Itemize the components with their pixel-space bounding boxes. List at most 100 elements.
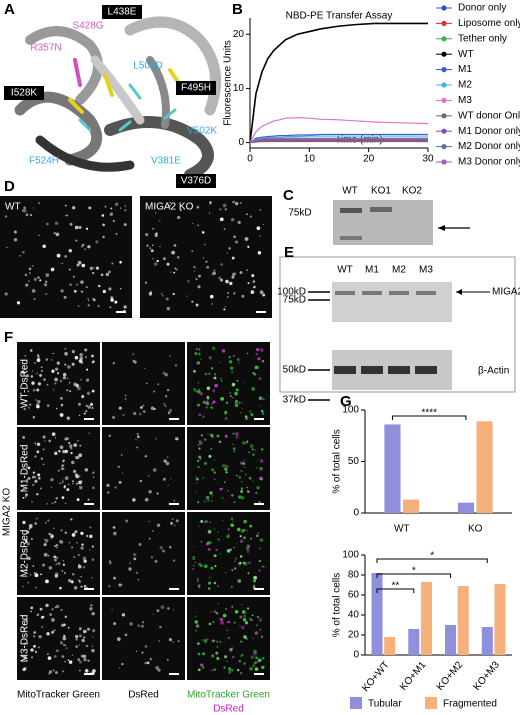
speckle xyxy=(166,456,169,459)
speckle xyxy=(22,208,27,213)
speckle xyxy=(118,480,122,484)
speckle xyxy=(222,519,224,522)
speckle xyxy=(63,634,66,638)
speckle xyxy=(174,364,178,367)
speckle xyxy=(63,571,66,574)
speckle xyxy=(198,562,202,566)
speckle xyxy=(68,579,72,583)
speckle xyxy=(144,661,147,665)
speckle xyxy=(40,457,44,460)
speckle xyxy=(70,447,73,450)
speckle xyxy=(64,502,67,505)
speckle xyxy=(69,283,72,286)
y-tick-label: 60 xyxy=(348,590,360,601)
speckle xyxy=(55,562,58,566)
speckle xyxy=(259,209,262,211)
speckle xyxy=(198,348,201,351)
speckle xyxy=(236,380,239,382)
speckle xyxy=(177,215,181,220)
residue-label: L438E xyxy=(108,7,137,18)
speckle xyxy=(228,360,233,364)
speckle xyxy=(155,666,160,670)
speckle xyxy=(166,262,170,266)
speckle xyxy=(29,272,31,274)
band-label: β-Actin xyxy=(478,366,509,377)
speckle xyxy=(77,402,81,406)
speckle xyxy=(150,249,154,253)
speckle xyxy=(245,213,248,216)
speckle xyxy=(22,520,26,525)
bar xyxy=(384,637,396,655)
speckle xyxy=(212,620,215,624)
speckle xyxy=(217,585,219,588)
speckle xyxy=(112,220,115,222)
legend-marker xyxy=(441,67,447,73)
speckle xyxy=(23,642,27,645)
speckle xyxy=(235,201,239,206)
speckle xyxy=(59,413,64,417)
speckle xyxy=(172,292,175,296)
speckle xyxy=(232,200,235,204)
speckle xyxy=(226,621,228,624)
speckle xyxy=(214,383,218,388)
speckle xyxy=(84,348,88,352)
speckle xyxy=(235,474,238,477)
speckle xyxy=(199,358,202,360)
speckle xyxy=(191,250,194,253)
speckle xyxy=(197,403,200,407)
speckle xyxy=(150,556,154,559)
panel-letter: A xyxy=(4,1,15,18)
legend-marker xyxy=(441,36,447,42)
speckle xyxy=(241,610,246,614)
speckle xyxy=(91,407,94,409)
speckle xyxy=(139,479,143,483)
speckle xyxy=(193,270,196,272)
speckle xyxy=(51,432,56,436)
speckle xyxy=(68,248,73,253)
speckle xyxy=(36,372,38,375)
speckle xyxy=(155,212,157,214)
speckle xyxy=(24,539,28,543)
speckle xyxy=(80,378,82,381)
speckle xyxy=(243,536,246,540)
speckle xyxy=(62,372,67,377)
speckle xyxy=(186,295,188,297)
speckle xyxy=(203,500,206,503)
speckle xyxy=(78,485,83,490)
speckle xyxy=(121,613,126,617)
speckle xyxy=(32,635,36,638)
speckle xyxy=(62,563,66,566)
speckle xyxy=(225,279,229,284)
legend-label: M2 Donor only xyxy=(458,141,520,152)
speckle xyxy=(79,356,84,361)
speckle xyxy=(195,629,197,632)
speckle xyxy=(200,520,204,523)
speckle xyxy=(228,355,231,359)
speckle xyxy=(256,624,258,626)
speckle xyxy=(219,217,224,222)
speckle xyxy=(236,358,240,362)
speckle xyxy=(53,232,56,235)
legend-marker xyxy=(441,128,447,134)
speckle xyxy=(162,549,165,553)
speckle xyxy=(29,573,32,576)
band xyxy=(388,366,410,374)
mw-marker: 75kD xyxy=(283,295,306,306)
speckle xyxy=(33,631,37,634)
speckle xyxy=(229,366,234,370)
speckle xyxy=(46,653,49,656)
y-tick-label: 0 xyxy=(353,650,359,661)
speckle xyxy=(50,534,54,537)
speckle xyxy=(193,369,196,373)
speckle xyxy=(38,202,40,205)
y-tick-label: 10 xyxy=(233,83,245,94)
speckle xyxy=(62,636,67,641)
speckle xyxy=(158,640,161,642)
speckle xyxy=(110,207,113,210)
speckle xyxy=(63,295,67,299)
speckle xyxy=(31,381,35,385)
speckle xyxy=(37,382,42,386)
speckle xyxy=(83,658,87,662)
speckle xyxy=(30,656,34,659)
speckle xyxy=(229,548,233,551)
